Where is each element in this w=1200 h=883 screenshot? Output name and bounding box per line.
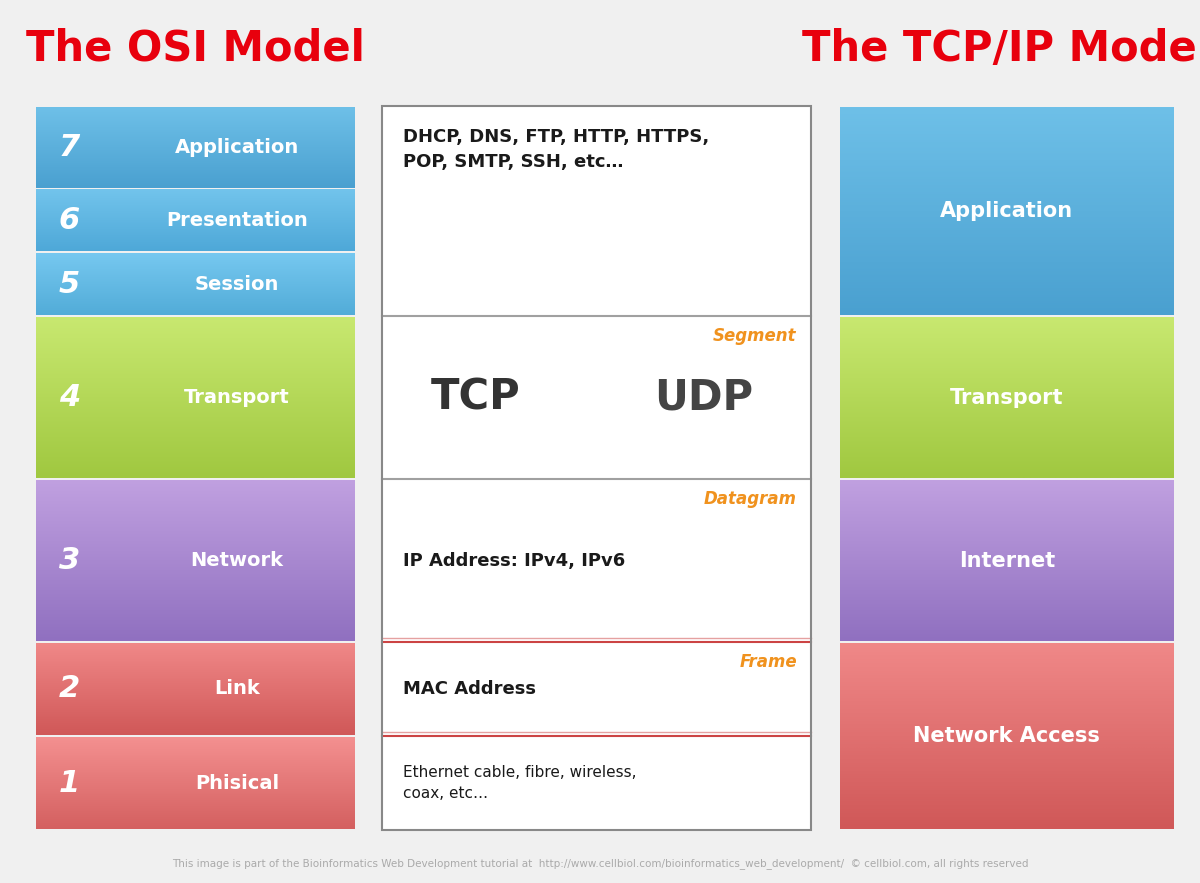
Text: Application: Application [941, 201, 1073, 222]
Text: IP Address: IPv4, IPv6: IP Address: IPv4, IPv6 [403, 552, 625, 570]
Text: Link: Link [214, 680, 260, 698]
Text: Transport: Transport [184, 389, 290, 407]
Text: UDP: UDP [654, 377, 754, 419]
Text: Frame: Frame [739, 653, 797, 670]
Text: 6: 6 [59, 207, 80, 236]
Text: Datagram: Datagram [703, 490, 797, 508]
Text: The OSI Model: The OSI Model [25, 27, 365, 70]
Text: The TCP/IP Model: The TCP/IP Model [803, 27, 1200, 70]
Text: 7: 7 [59, 133, 80, 162]
Text: DHCP, DNS, FTP, HTTP, HTTPS,
POP, SMTP, SSH, etc…: DHCP, DNS, FTP, HTTP, HTTPS, POP, SMTP, … [403, 128, 709, 171]
Text: Phisical: Phisical [194, 774, 280, 793]
Text: 1: 1 [59, 768, 80, 797]
Text: Application: Application [175, 138, 299, 157]
Text: 3: 3 [59, 546, 80, 575]
Text: Segment: Segment [713, 327, 797, 345]
Text: Internet: Internet [959, 551, 1055, 570]
Text: Network: Network [191, 551, 283, 570]
Text: 5: 5 [59, 270, 80, 299]
Text: 2: 2 [59, 675, 80, 704]
Text: Session: Session [194, 275, 280, 294]
Text: TCP: TCP [431, 377, 521, 419]
Text: Network Access: Network Access [913, 726, 1100, 746]
Text: This image is part of the Bioinformatics Web Development tutorial at  http://www: This image is part of the Bioinformatics… [172, 858, 1028, 869]
Text: Transport: Transport [950, 388, 1063, 408]
Text: Presentation: Presentation [166, 211, 308, 230]
Text: 4: 4 [59, 383, 80, 412]
Text: Ethernet cable, fibre, wireless,
coax, etc…: Ethernet cable, fibre, wireless, coax, e… [403, 765, 637, 801]
Text: MAC Address: MAC Address [403, 680, 536, 698]
Bar [382, 106, 811, 830]
